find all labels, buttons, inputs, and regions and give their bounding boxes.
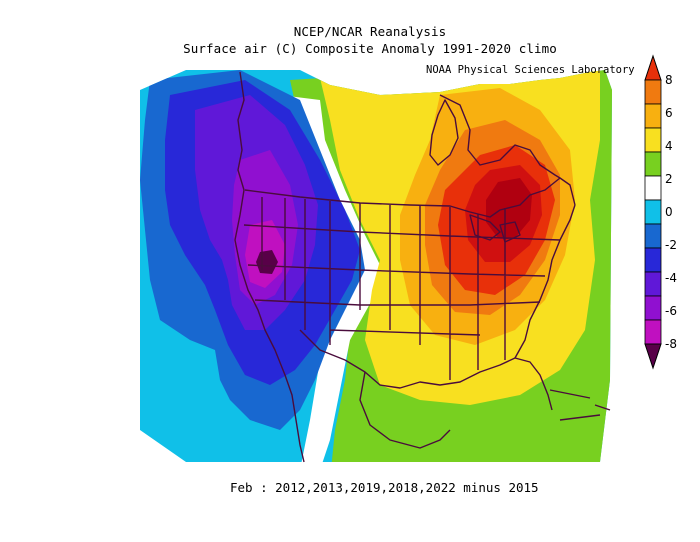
colorbar-segment [644,295,662,321]
colorbar-segment [644,79,662,105]
colorbar-label: 6 [665,106,673,120]
colorbar-label: -4 [665,271,677,285]
colorbar-segment [644,223,662,249]
colorbar-label: -2 [665,238,677,252]
title: NCEP/NCAR Reanalysis [293,24,447,39]
colorbar-segment [644,151,662,177]
colorbar-label: 0 [665,205,673,219]
us-canada-border [244,177,576,218]
colorbar-label: -6 [665,304,677,318]
colorbar-segment [644,199,662,225]
colorbar-segment [644,247,662,273]
colorbar-label: 4 [665,139,673,153]
caribbean [549,389,611,421]
mexico-east-coast [359,371,451,449]
caption: Feb : 2012,2013,2019,2018,2022 minus 201… [230,480,539,495]
atlantic-coast [514,204,576,359]
colorbar-label: 2 [665,172,673,186]
colorbar-top-arrow [644,54,662,81]
canada-north-coast [439,94,561,179]
colorbar-segment [644,319,662,345]
gulf-coast [299,329,553,411]
subtitle: Surface air (C) Composite Anomaly 1991-2… [183,41,557,56]
colorbar-bottom-arrow [644,343,662,370]
great-lakes [469,214,521,243]
anomaly-field [140,70,612,462]
colorbar-segment [644,127,662,153]
state-lines [243,197,561,380]
boundaries [234,71,611,463]
colorbar: 8 6 4 2 0 -2 -4 -6 -8 [644,54,677,370]
credit-label: NOAA Physical Sciences Laboratory [426,64,635,76]
colorbar-label: 8 [665,73,673,87]
colorbar-segment [644,271,662,297]
colorbar-segment [644,103,662,129]
hudson-bay [429,99,459,166]
pacific-coast [234,71,305,463]
colorbar-label: -8 [665,337,677,351]
colorbar-segment [644,175,662,201]
